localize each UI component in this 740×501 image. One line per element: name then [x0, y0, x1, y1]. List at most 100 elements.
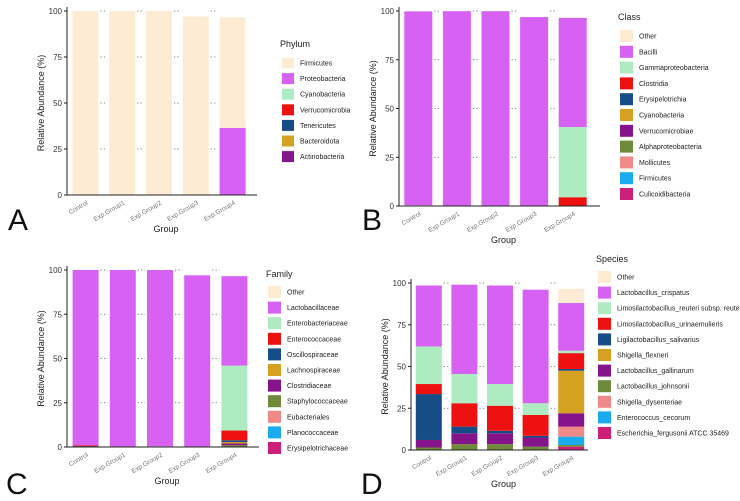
bar-segment	[558, 197, 587, 206]
bar-segment	[558, 369, 585, 371]
x-tick-label: Exp.Group3	[506, 454, 540, 478]
legend-swatch	[598, 380, 611, 393]
bar-segment	[147, 270, 173, 447]
legend-swatch	[620, 30, 633, 42]
y-tick-label: 50	[53, 99, 62, 108]
legend-swatch	[620, 156, 633, 169]
legend-label: Limosilactobacillus_urinaemulieris	[617, 321, 723, 328]
bar-segment	[415, 285, 442, 347]
legend-swatch	[598, 271, 611, 283]
legend-label: Verrucomicrobiae	[639, 128, 694, 135]
legend-label: Alphaproteobacteria	[639, 144, 702, 151]
y-tick-label: 0	[58, 191, 63, 200]
legend-label: Escherichia_fergusonii ATCC 35469	[617, 431, 729, 438]
legend-swatch	[620, 188, 633, 200]
legend-swatch	[598, 395, 611, 408]
y-axis-title: Relative Abundance (%)	[368, 60, 378, 157]
bar-segment	[522, 414, 549, 436]
x-axis-title: Group	[153, 224, 178, 234]
legend-label: Lactobacillus_johnsonii	[617, 384, 689, 391]
legend-label: Firmicutes	[639, 176, 672, 183]
bar-segment	[558, 303, 585, 351]
y-tick-label: 0	[402, 446, 407, 455]
legend-label: Lactobacillus_crispatus	[617, 290, 690, 297]
legend-swatch	[620, 140, 633, 153]
legend-swatch	[268, 410, 281, 423]
y-tick-label: 50	[397, 363, 406, 372]
x-tick-label: Control	[411, 454, 433, 471]
bar-segment	[487, 430, 513, 434]
bar-segment	[451, 433, 478, 445]
bar-segment	[415, 394, 442, 440]
bar-segment	[487, 405, 513, 431]
y-tick-label: 75	[53, 53, 62, 62]
bar-segment	[451, 444, 478, 450]
legend-swatch	[598, 286, 611, 299]
x-tick-label: Exp.Group3	[166, 199, 200, 223]
legend-swatch	[282, 57, 294, 69]
legend-swatch	[268, 301, 281, 314]
y-tick-label: 100	[49, 266, 63, 275]
legend-swatch	[620, 124, 633, 137]
bar-segment	[522, 403, 549, 415]
legend-swatch	[282, 104, 294, 116]
x-tick-label: Exp.Group1	[93, 199, 127, 223]
bar-segment	[109, 11, 136, 195]
bar-segment	[72, 445, 99, 447]
legend-swatch	[268, 426, 281, 439]
legend-label: Proteobacteria	[300, 76, 346, 83]
bar-segment	[221, 365, 248, 431]
bar-segment	[72, 11, 99, 195]
legend-label: Enterobacteriaceae	[287, 321, 348, 328]
legend-label: Enterococcaceae	[287, 336, 341, 343]
bar-segment	[221, 440, 248, 443]
legend-swatch	[268, 348, 281, 361]
bar-segment	[221, 443, 248, 446]
bar-segment	[415, 384, 442, 395]
legend-label: Clostridiaceae	[287, 383, 331, 390]
bar-segment	[451, 374, 478, 404]
legend-swatch	[268, 332, 281, 345]
bar-segment	[415, 346, 442, 385]
legend-title: Species	[596, 254, 629, 264]
bar-segment	[522, 437, 549, 447]
legend-label: Gammaproteobacteria	[639, 65, 709, 72]
legend: Family Other Lactobacillaceae Enterobacteri…	[266, 269, 348, 454]
bar-segment	[451, 284, 478, 375]
legend-swatch	[268, 442, 281, 454]
legend-title: Family	[266, 269, 293, 279]
x-tick-label: Exp.Group3	[505, 210, 539, 234]
legend-label: Ligilactobacillus_salivarius	[617, 337, 700, 344]
y-tick-label: 0	[58, 443, 63, 452]
y-tick-label: 75	[53, 310, 62, 319]
y-tick-label: 75	[385, 56, 394, 65]
panel-letter: C	[6, 468, 28, 501]
x-tick-label: Exp.Group4	[205, 451, 239, 475]
legend-swatch	[282, 119, 294, 131]
bar-segment	[221, 442, 248, 444]
x-tick-label: Exp.Group1	[427, 210, 461, 234]
legend-label: Firmicutes	[300, 61, 333, 68]
bar-segment	[109, 270, 136, 447]
legend-swatch	[598, 427, 611, 439]
legend-label: Cyanobacteria	[300, 92, 345, 99]
bar-segment	[442, 11, 471, 206]
bar-segment	[558, 127, 587, 198]
bar-segment	[558, 446, 585, 450]
x-tick-label: Exp.Group1	[435, 454, 469, 478]
legend-label: Other	[639, 34, 657, 41]
bar-segment	[404, 11, 433, 206]
legend-swatch	[598, 349, 611, 361]
legend-label: Verrucomicrobia	[300, 107, 351, 114]
bar-segment	[451, 426, 478, 434]
bar-segment	[221, 430, 248, 441]
bar-segment	[522, 446, 549, 450]
x-tick-label: Control	[68, 199, 90, 216]
bar-segment	[558, 353, 585, 370]
bar-segment	[221, 276, 248, 366]
x-tick-label: Exp.Group3	[168, 451, 202, 475]
y-tick-label: 25	[397, 404, 406, 413]
y-tick-label: 0	[390, 202, 395, 211]
bar-segment	[522, 435, 549, 438]
